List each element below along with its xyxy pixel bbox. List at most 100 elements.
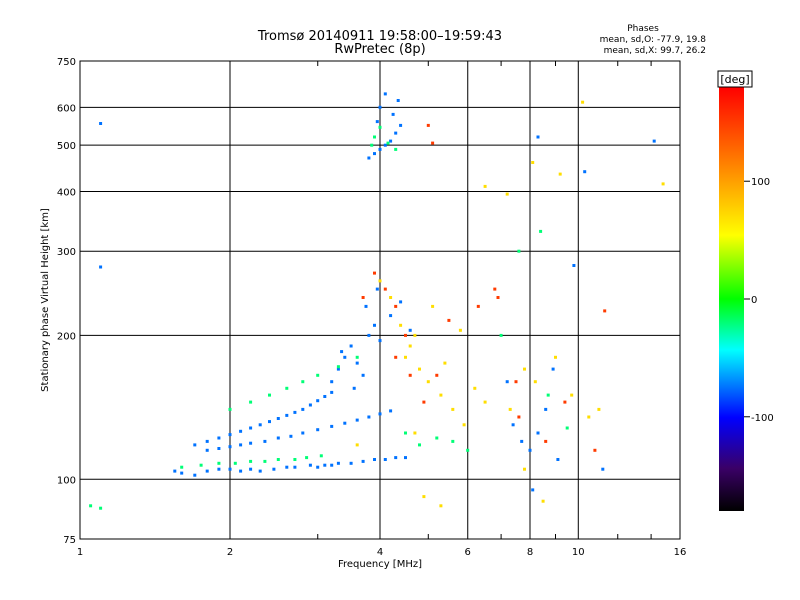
data-point [361, 373, 365, 377]
data-point [413, 333, 417, 337]
data-point [193, 473, 197, 477]
data-point [217, 461, 221, 465]
data-point [408, 328, 412, 332]
data-point [514, 380, 518, 384]
data-point [583, 170, 587, 174]
data-point [355, 418, 359, 422]
data-point [180, 465, 184, 469]
data-point [263, 439, 267, 443]
data-point [285, 413, 289, 417]
data-point [473, 386, 477, 390]
y-tick-label: 600 [57, 103, 76, 114]
data-point [263, 459, 267, 463]
data-point [496, 296, 500, 299]
data-point [476, 304, 480, 308]
data-point [404, 456, 407, 460]
data-point [373, 152, 376, 156]
data-point [293, 458, 297, 461]
data-point [330, 424, 334, 428]
data-point [389, 409, 393, 413]
data-point [349, 344, 353, 348]
data-point [258, 469, 262, 473]
data-point [373, 323, 376, 327]
data-point [493, 287, 497, 291]
data-point [466, 448, 470, 452]
data-point [431, 141, 435, 145]
data-point [293, 410, 297, 414]
data-point [556, 458, 560, 461]
data-point [383, 287, 387, 291]
data-point [394, 456, 398, 460]
data-point [517, 249, 521, 253]
data-point [593, 448, 597, 452]
data-point [308, 403, 312, 407]
data-point [483, 400, 487, 404]
data-point [554, 355, 557, 359]
data-point [378, 412, 382, 416]
data-point [389, 296, 393, 299]
data-point [364, 304, 368, 308]
data-point [205, 439, 209, 443]
data-point [272, 467, 276, 471]
data-point [336, 367, 340, 371]
x-tick-label: 1 [77, 547, 83, 558]
data-point [536, 431, 540, 435]
colorbar-tick-label: -100 [751, 413, 774, 424]
y-tick-label: 200 [57, 331, 76, 342]
data-point [293, 465, 297, 469]
data-point [343, 421, 347, 425]
data-point [408, 344, 412, 348]
data-point [544, 407, 548, 411]
data-point [308, 463, 312, 467]
data-point [499, 333, 503, 337]
x-tick-label: 4 [377, 547, 383, 558]
data-point [276, 436, 280, 440]
data-point [316, 428, 320, 432]
x-tick-labels: 1 2 4 6 8 10 16 [77, 547, 687, 558]
data-point [330, 463, 334, 467]
y-tick-label: 300 [57, 247, 76, 258]
data-point [661, 182, 665, 186]
data-point [99, 265, 103, 269]
data-point [396, 99, 400, 102]
data-point [389, 314, 393, 318]
data-point [89, 504, 93, 508]
data-point [565, 426, 569, 430]
data-point [268, 420, 271, 424]
data-point [601, 467, 605, 471]
data-point [228, 433, 232, 437]
data-point [375, 120, 379, 124]
data-point [458, 328, 462, 332]
data-point [531, 161, 535, 164]
data-point [443, 361, 447, 365]
y-tick-label: 750 [57, 57, 76, 68]
data-point [373, 458, 376, 461]
y-tick-labels: 75 100 200 300 400 500 600 750 [57, 57, 76, 546]
x-tick-label: 8 [527, 547, 533, 558]
data-point [528, 448, 532, 452]
data-point [505, 192, 509, 196]
x-tick-label: 6 [465, 547, 471, 558]
data-point [305, 456, 309, 460]
data-point [451, 439, 455, 443]
data-point [367, 333, 371, 337]
data-point [268, 393, 271, 397]
data-point [652, 139, 656, 143]
data-point [378, 147, 382, 151]
colorbar-tick-label: 100 [751, 177, 770, 188]
x-tick-label: 16 [674, 547, 687, 558]
data-point [551, 367, 555, 371]
data-point [217, 447, 221, 450]
data-point [426, 123, 430, 127]
stats-line-o: mean, sd,O: -77.9, 19.8 [600, 35, 707, 45]
data-point [276, 417, 280, 420]
data-point [418, 443, 421, 447]
data-point [413, 431, 417, 435]
data-point [352, 386, 356, 390]
data-point [536, 135, 540, 139]
data-point [378, 125, 382, 129]
data-point [383, 143, 387, 147]
data-point [239, 469, 243, 473]
data-point [404, 333, 407, 337]
data-point [544, 439, 548, 443]
